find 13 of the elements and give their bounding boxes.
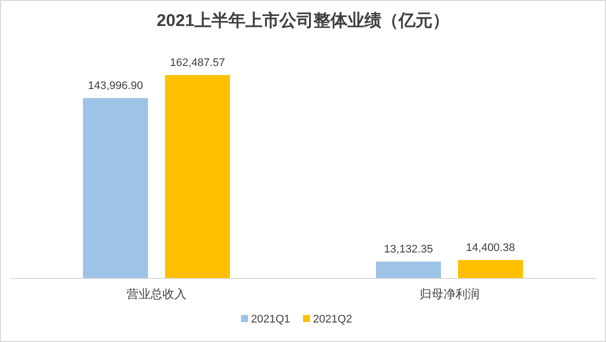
legend-label: 2021Q2 — [313, 314, 352, 326]
bar — [83, 98, 148, 278]
data-label: 162,487.57 — [170, 57, 226, 69]
chart-title: 2021上半年上市公司整体业绩（亿元） — [156, 11, 450, 30]
bar — [165, 75, 230, 278]
bar — [376, 262, 441, 278]
x-tick-label: 营业总收入 — [126, 287, 186, 301]
legend-label: 2021Q1 — [251, 314, 290, 326]
bar — [458, 260, 523, 278]
data-label: 14,400.38 — [466, 242, 515, 254]
data-label: 13,132.35 — [384, 244, 433, 256]
data-label: 143,996.90 — [88, 80, 144, 92]
x-tick-label: 归母净利润 — [420, 287, 480, 301]
